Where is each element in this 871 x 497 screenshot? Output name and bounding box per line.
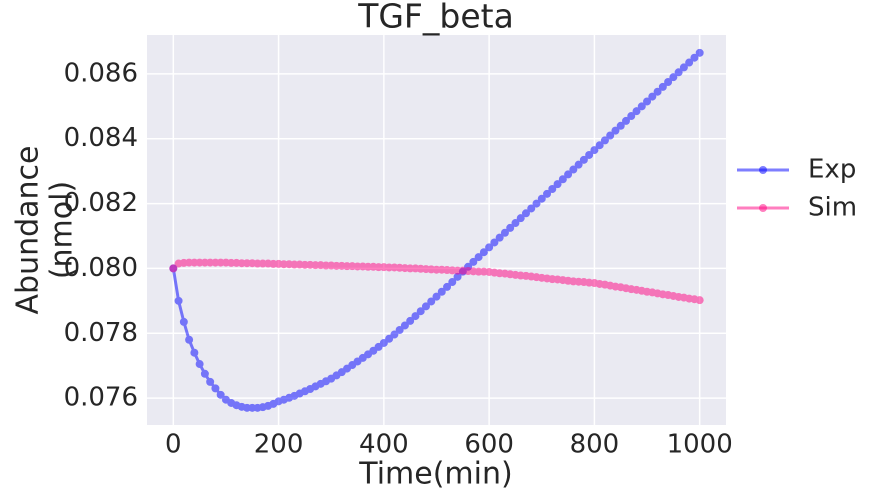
data-point (179, 317, 188, 326)
data-point (506, 223, 515, 232)
legend-entry: Exp (737, 155, 856, 185)
data-point (548, 184, 557, 193)
data-point (400, 321, 409, 330)
data-point (174, 296, 183, 305)
series (169, 48, 704, 412)
data-point (495, 233, 504, 242)
y-tick-label: 0.084 (64, 123, 138, 153)
y-axis-label-line: Abundance (11, 146, 46, 315)
data-point (616, 121, 625, 130)
x-tick-label: 0 (165, 430, 182, 460)
data-point (406, 316, 415, 325)
data-point (490, 238, 499, 247)
data-point (479, 248, 488, 257)
data-point (532, 199, 541, 208)
data-point (527, 204, 536, 213)
data-point (395, 326, 404, 335)
data-point (190, 348, 199, 357)
data-point (206, 377, 215, 386)
x-tick-label: 1000 (667, 430, 733, 460)
legend-marker (759, 204, 767, 212)
data-point (637, 102, 646, 111)
data-point (537, 194, 546, 203)
y-axis-label-line: (nmol) (45, 181, 80, 279)
y-tick-label: 0.080 (64, 253, 138, 283)
legend-label: Exp (808, 155, 856, 185)
data-point (574, 160, 583, 169)
y-tick-label: 0.076 (64, 383, 138, 413)
data-point (448, 278, 457, 287)
y-tick-label: 0.078 (64, 318, 138, 348)
data-point (469, 257, 478, 266)
data-point (695, 48, 704, 57)
data-point (437, 287, 446, 296)
data-point (443, 282, 452, 291)
chart-title: TGF_beta (357, 0, 514, 36)
data-point (648, 92, 657, 101)
x-tick-label: 800 (570, 430, 620, 460)
data-point (595, 141, 604, 150)
data-point (169, 264, 178, 273)
data-point (390, 330, 399, 339)
data-point (195, 360, 204, 369)
data-point (590, 146, 599, 155)
data-point (553, 180, 562, 189)
data-point (606, 131, 615, 140)
data-point (611, 126, 620, 135)
y-tick-label: 0.086 (64, 58, 138, 88)
data-point (690, 53, 699, 62)
data-point (558, 175, 567, 184)
data-point (579, 155, 588, 164)
legend-entry: Sim (737, 193, 857, 223)
x-tick-label: 400 (359, 430, 409, 460)
data-point (600, 136, 609, 145)
x-tick-label: 600 (464, 430, 514, 460)
data-point (658, 82, 667, 91)
series (169, 258, 704, 305)
data-point (521, 209, 530, 218)
data-point (664, 78, 673, 87)
data-point (411, 312, 420, 321)
data-point (516, 214, 525, 223)
y-tick-label: 0.082 (64, 188, 138, 218)
data-point (632, 107, 641, 116)
data-point (216, 390, 225, 399)
data-point (211, 384, 220, 393)
data-point (474, 253, 483, 262)
data-point (453, 272, 462, 281)
x-tick-label: 200 (254, 430, 304, 460)
data-point (485, 243, 494, 252)
plot-area (147, 35, 726, 425)
data-point (653, 87, 662, 96)
data-point (621, 116, 630, 125)
data-point (674, 68, 683, 77)
data-point (679, 63, 688, 72)
data-point (669, 73, 678, 82)
data-point (185, 335, 194, 344)
data-point (511, 219, 520, 228)
legend-label: Sim (808, 193, 857, 223)
data-point (564, 170, 573, 179)
data-point (200, 369, 209, 378)
data-point (427, 297, 436, 306)
legend-marker (759, 166, 767, 174)
data-point (432, 292, 441, 301)
data-point (416, 307, 425, 316)
x-axis-label: Time(min) (358, 457, 512, 492)
data-point (500, 228, 509, 237)
data-point (627, 112, 636, 121)
data-point (685, 58, 694, 67)
y-axis-label: Abundance (nmol) (11, 146, 80, 315)
data-point (585, 150, 594, 159)
data-point (543, 189, 552, 198)
data-point (643, 97, 652, 106)
data-point (695, 296, 704, 305)
data-point (569, 165, 578, 174)
data-point (421, 302, 430, 311)
